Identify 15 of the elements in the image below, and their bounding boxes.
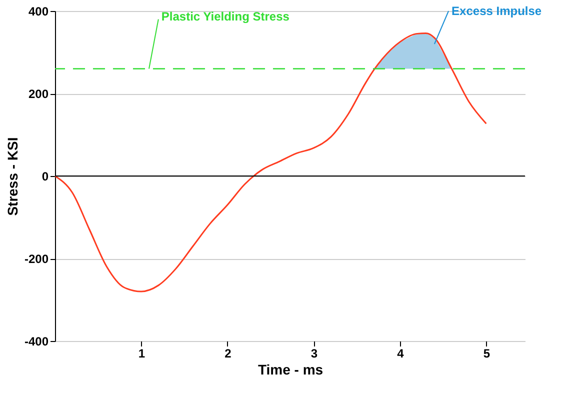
x-tick-label: 3 <box>310 346 318 360</box>
annotation: Excess Impulse <box>452 4 542 18</box>
x-tick-label: 1 <box>138 346 146 360</box>
x-axis-title: Time - ms <box>258 362 324 378</box>
x-tick-label: 5 <box>483 346 490 360</box>
y-tick-label: -200 <box>24 252 49 266</box>
ref-line-label: Plastic Yielding Stress <box>161 9 290 24</box>
x-tick-label: 2 <box>224 346 232 360</box>
line-series <box>54 32 487 292</box>
y-tick-label: -400 <box>24 334 49 348</box>
x-tick-label: 4 <box>397 346 404 360</box>
y-tick-label: 200 <box>28 87 49 101</box>
y-tick-label: 0 <box>42 170 49 184</box>
y-tick-label: 400 <box>28 4 49 18</box>
y-axis-title: Stress - KSI <box>4 137 20 216</box>
